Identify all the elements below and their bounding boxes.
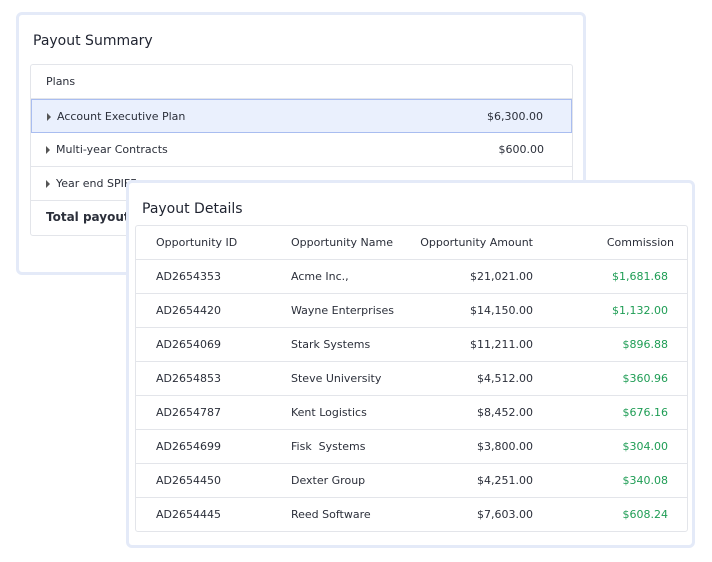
caret bbox=[47, 113, 51, 121]
commission: $1,681.68 bbox=[612, 270, 668, 283]
column-header: Commission bbox=[606, 236, 674, 249]
opportunity-id: AD2654787 bbox=[156, 406, 221, 419]
commission: $340.08 bbox=[622, 474, 669, 487]
header: Plans bbox=[46, 75, 76, 88]
header-row: Plans bbox=[31, 65, 572, 99]
commission: $360.96 bbox=[622, 372, 669, 385]
opportunity-name: Fisk Systems bbox=[291, 440, 366, 453]
details-table: Opportunity ID Opportunity Name Opportun… bbox=[135, 225, 688, 532]
opportunity-id: AD2654450 bbox=[156, 474, 221, 487]
opportunity-amount: $21,021.00 bbox=[470, 270, 533, 283]
opportunity-row: AD2654069 Stark Systems $11,211.00 $896.88 bbox=[136, 328, 687, 362]
opportunity-row: AD2654787 Kent Logistics $8,452.00 $676.16 bbox=[136, 396, 687, 430]
opportunity-amount: $4,251.00 bbox=[477, 474, 533, 487]
opportunity-row: AD2654853 Steve University $4,512.00 $360.9… bbox=[136, 362, 687, 396]
caret bbox=[46, 180, 50, 188]
commission: $676.16 bbox=[622, 406, 669, 419]
opportunity-amount: $7,603.00 bbox=[477, 508, 533, 521]
card-title: Payout Summary bbox=[33, 33, 153, 49]
plans-table: Plans Account Executive Plan $6,300.00 Mu… bbox=[30, 64, 573, 236]
plan-row[interactable]: Account Executive Plan $6,300.00 bbox=[31, 99, 572, 133]
total-label: Total payout bbox=[46, 210, 130, 224]
card-title: Payout Details bbox=[142, 201, 243, 217]
opportunity-name: Stark Systems bbox=[291, 338, 371, 351]
plan-name: Multi-year Contracts bbox=[56, 143, 168, 156]
opportunity-name: Dexter Group bbox=[291, 474, 366, 487]
total-row: Total payout bbox=[31, 201, 572, 235]
commission: $1,132.00 bbox=[612, 304, 668, 317]
commission: $608.24 bbox=[622, 508, 669, 521]
opportunity-id: AD2654353 bbox=[156, 270, 221, 283]
opportunity-amount: $14,150.00 bbox=[470, 304, 533, 317]
opportunity-name: Kent Logistics bbox=[291, 406, 367, 419]
opportunity-row: AD2654420 Wayne Enterprises $14,150.00 $1,1… bbox=[136, 294, 687, 328]
opportunity-amount: $11,211.00 bbox=[470, 338, 533, 351]
plan-amount: $600.00 bbox=[498, 143, 545, 156]
opportunity-name: Wayne Enterprises bbox=[291, 304, 394, 317]
opportunity-name: Reed Software bbox=[291, 508, 371, 521]
opportunity-name: Steve University bbox=[291, 372, 382, 385]
opportunity-row: AD2654445 Reed Software $7,603.00 $608.24 bbox=[136, 498, 687, 531]
plan-amount: $6,300.00 bbox=[487, 110, 543, 123]
opportunity-amount: $8,452.00 bbox=[477, 406, 533, 419]
opportunity-id: AD2654699 bbox=[156, 440, 221, 453]
opportunity-id: AD2654445 bbox=[156, 508, 221, 521]
opportunity-id: AD2654420 bbox=[156, 304, 221, 317]
column-header: Opportunity Name bbox=[291, 236, 393, 249]
plan-row[interactable]: Multi-year Contracts $600.00 bbox=[31, 133, 572, 167]
commission: $304.00 bbox=[622, 440, 669, 453]
opportunity-id: AD2654853 bbox=[156, 372, 221, 385]
opportunity-name: Acme Inc., bbox=[291, 270, 349, 283]
opportunity-amount: $3,800.00 bbox=[477, 440, 533, 453]
column-header: Opportunity Amount bbox=[420, 236, 533, 249]
header-row: Opportunity ID Opportunity Name Opportun… bbox=[136, 226, 687, 260]
opportunity-row: AD2654699 Fisk Systems $3,800.00 $304.00 bbox=[136, 430, 687, 464]
caret bbox=[46, 146, 50, 154]
opportunity-row: AD2654450 Dexter Group $4,251.00 $340.08 bbox=[136, 464, 687, 498]
opportunity-row: AD2654353 Acme Inc., $21,021.00 $1,681.68 bbox=[136, 260, 687, 294]
commission: $896.88 bbox=[622, 338, 669, 351]
opportunity-id: AD2654069 bbox=[156, 338, 221, 351]
opportunity-amount: $4,512.00 bbox=[477, 372, 533, 385]
column-header: Opportunity ID bbox=[156, 236, 238, 249]
plan-name: Account Executive Plan bbox=[57, 110, 186, 123]
payout-details-card: Payout Details Opportunity ID Opportunit… bbox=[126, 180, 695, 548]
plan-name: Year end SPIFF bbox=[56, 177, 137, 190]
